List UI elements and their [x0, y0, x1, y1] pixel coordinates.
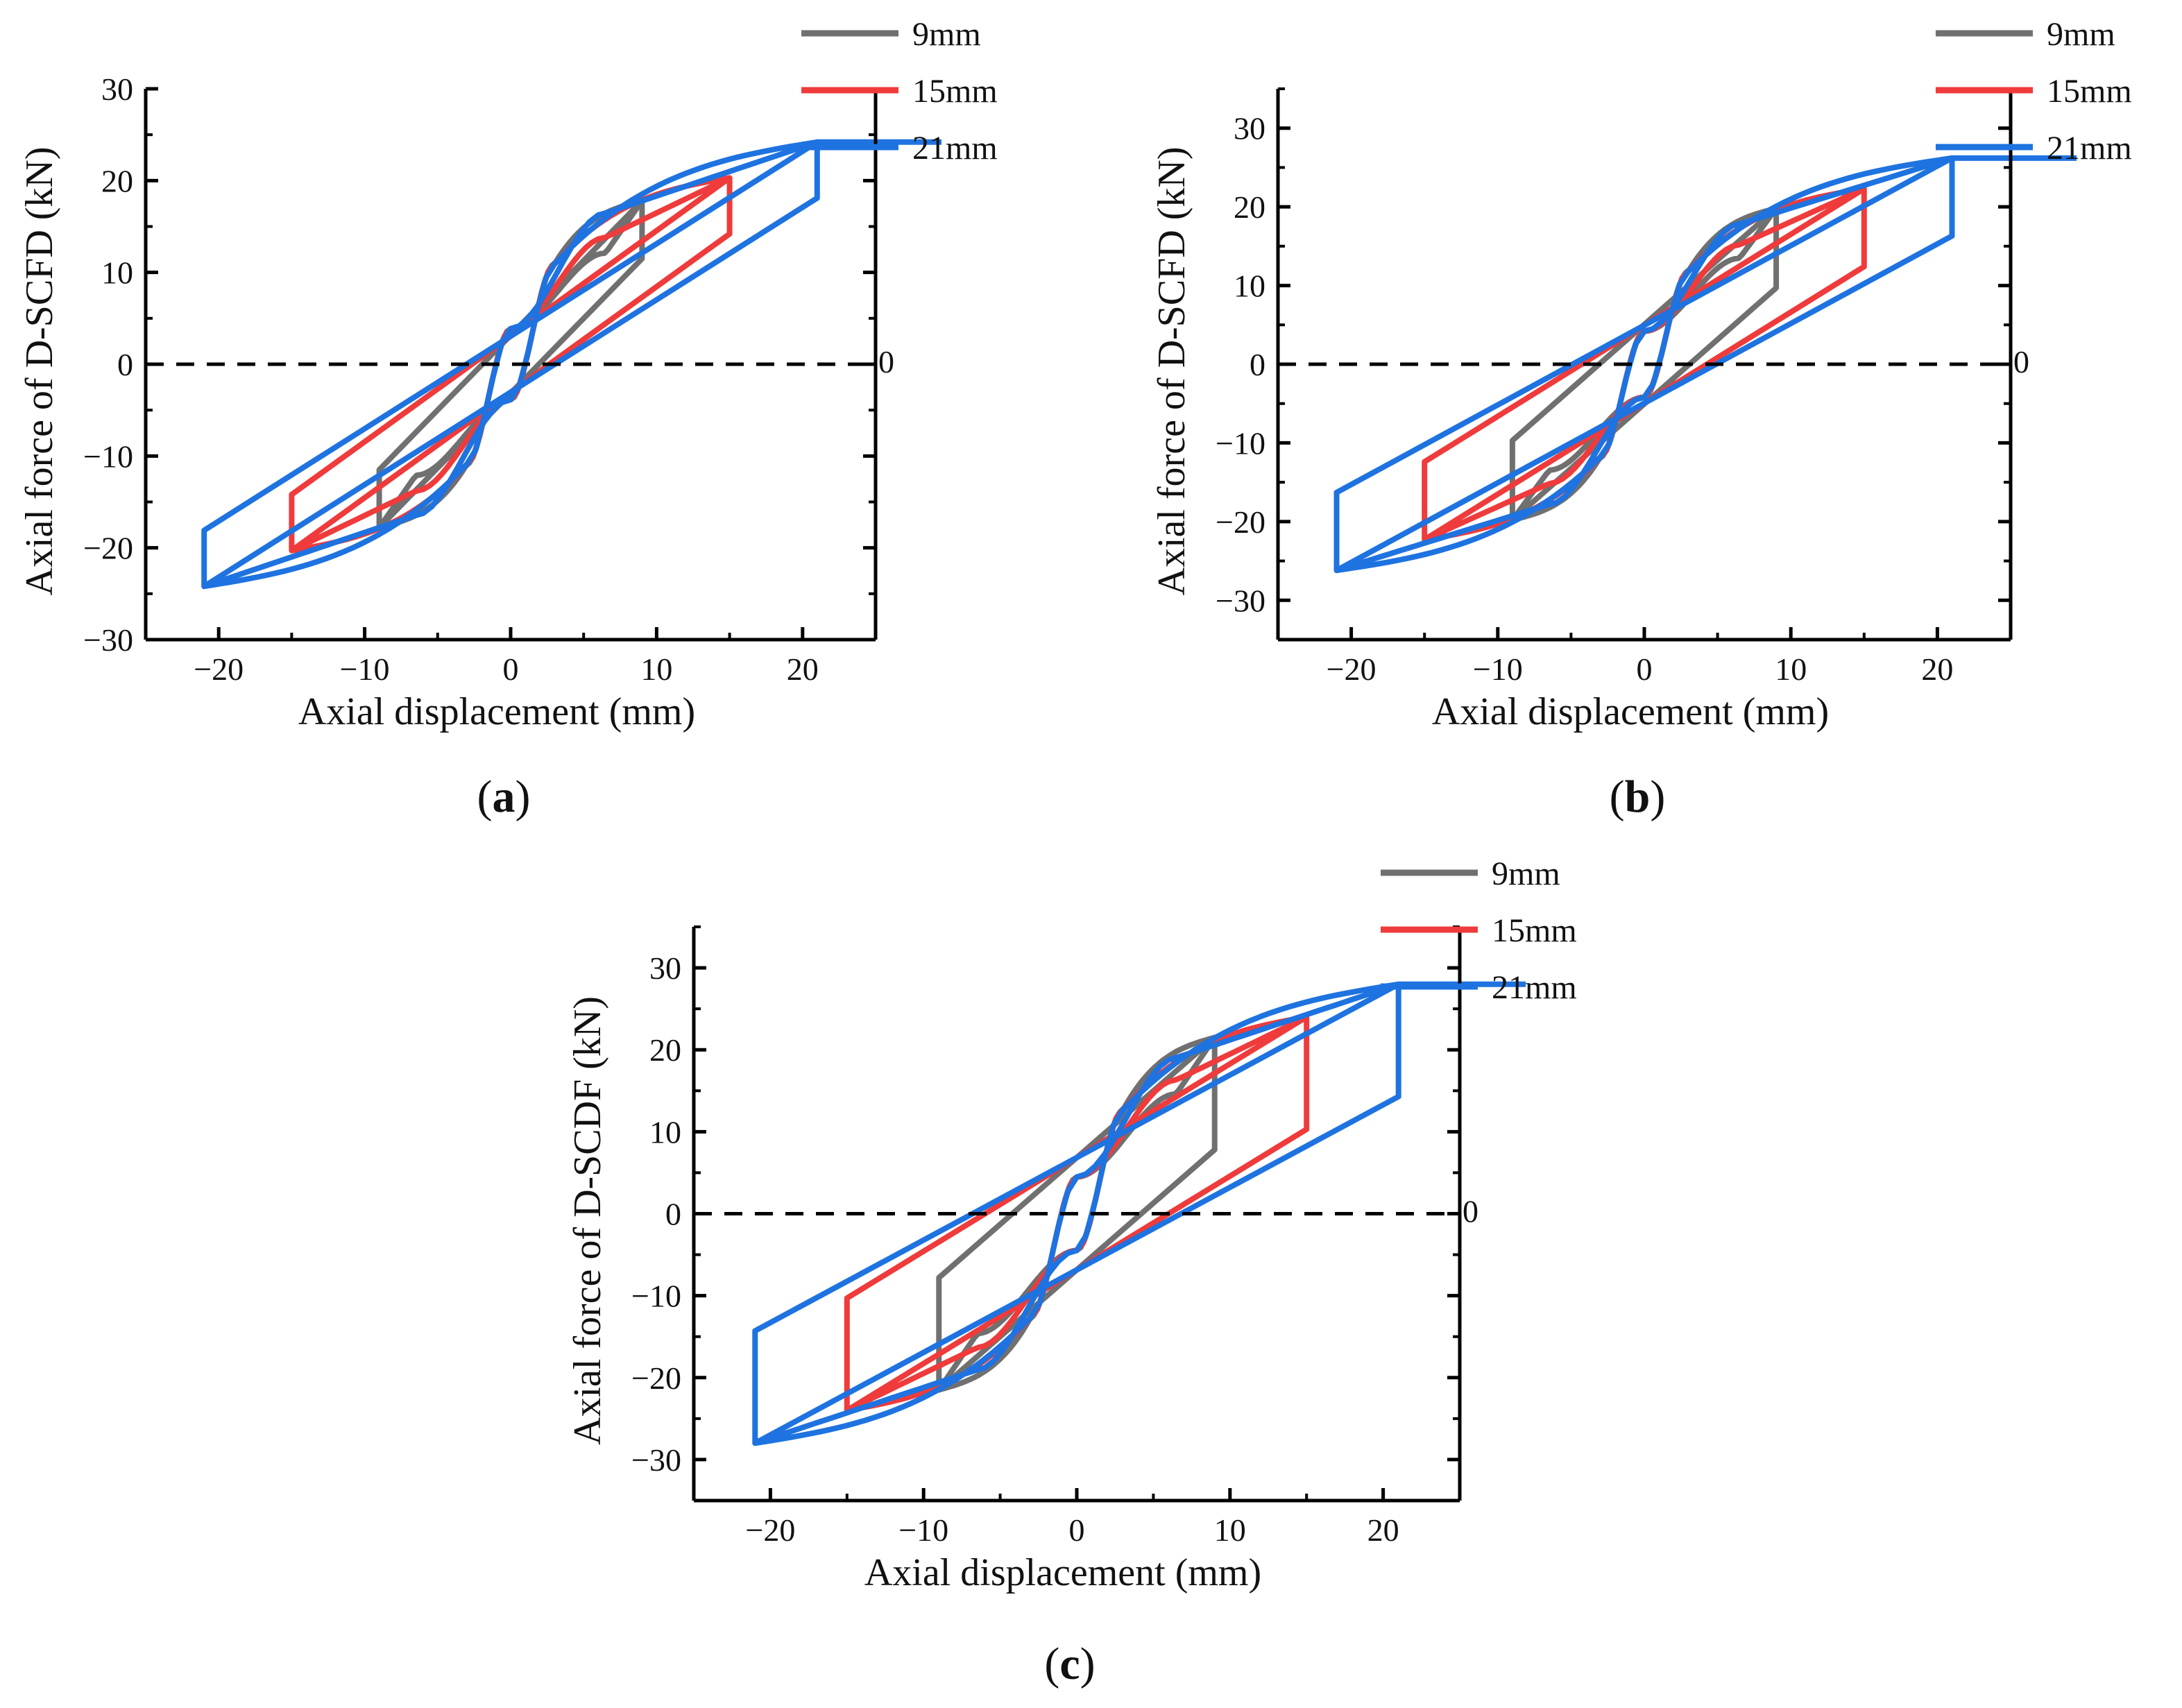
y-tick-label-b-4: 10	[1234, 268, 1265, 304]
series-21mm-loop-a	[201, 139, 820, 590]
x-tick-label-c-4: 20	[1367, 1512, 1399, 1548]
panel-c: 0 −20 −10 0 10 20 −30 −20 −10 0 10 20 30 Axial disp…	[566, 855, 1577, 1689]
caption-close-a: )	[515, 771, 531, 822]
x-tick-label-a-0: −20	[194, 651, 244, 687]
legend-label-15mm-c: 15mm	[1492, 912, 1577, 949]
legend-label-21mm-c: 21mm	[1492, 969, 1577, 1006]
x-tick-label-b-1: −10	[1473, 651, 1523, 687]
y-tick-label-b-0: −30	[1216, 583, 1265, 618]
y-tick-label-c-1: −20	[631, 1360, 681, 1396]
zero-line-label-b: 0	[2013, 344, 2029, 379]
y-tick-label-b-1: −20	[1216, 504, 1265, 540]
y-tick-label-a-3: 0	[117, 347, 133, 382]
y-axis-label-c: Axial force of D-SCDF (kN)	[566, 996, 609, 1445]
legend-label-21mm-a: 21mm	[912, 130, 998, 166]
y-tick-label-a-4: 10	[101, 255, 133, 291]
legend-b: 9mm 15mm 21mm	[1936, 16, 2132, 166]
hysteresis-curves-a	[201, 139, 941, 590]
y-axis-label-b: Axial force of D-SCFD (kN)	[1150, 147, 1193, 596]
legend-label-9mm-c: 9mm	[1492, 855, 1560, 892]
x-tick-label-c-2: 0	[1069, 1512, 1085, 1548]
axes-b: −20 −10 0 10 20 −30 −20 −10 0 10 20 30	[1216, 87, 2013, 687]
y-tick-label-c-3: 0	[665, 1197, 681, 1232]
x-tick-label-c-3: 10	[1214, 1512, 1246, 1548]
y-tick-label-a-2: −10	[83, 438, 133, 474]
x-axis-label-a: Axial displacement (mm)	[298, 690, 695, 733]
caption-close-c: )	[1080, 1639, 1096, 1689]
legend-label-15mm-b: 15mm	[2047, 73, 2132, 110]
x-tick-label-c-1: −10	[898, 1512, 948, 1548]
x-tick-label-b-3: 10	[1775, 651, 1807, 687]
y-tick-label-a-5: 20	[101, 163, 133, 198]
legend-label-21mm-b: 21mm	[2047, 130, 2132, 166]
x-tick-label-b-4: 20	[1921, 651, 1953, 687]
panel-a: 0 −20 −10 0 10 20 −30 −20 −10 0 10 20 30 Axial disp…	[18, 16, 998, 822]
legend-a: 9mm 15mm 21mm	[801, 16, 998, 166]
caption-close-b: )	[1650, 771, 1665, 822]
y-tick-label-b-5: 20	[1234, 189, 1265, 225]
series-21mm-loop-b	[1333, 155, 1955, 574]
caption-c: (c)	[1044, 1639, 1095, 1689]
caption-open-b: (	[1610, 771, 1625, 822]
series-21mm-loop-c	[752, 981, 1401, 1446]
y-tick-label-b-6: 30	[1234, 111, 1265, 146]
x-tick-label-c-0: −20	[745, 1512, 795, 1548]
x-tick-label-a-2: 0	[503, 651, 519, 687]
y-tick-label-c-4: 10	[649, 1114, 681, 1150]
x-tick-label-a-1: −10	[340, 651, 390, 687]
legend-label-15mm-a: 15mm	[912, 73, 998, 110]
legend-label-9mm-b: 9mm	[2047, 16, 2115, 53]
x-tick-label-a-3: 10	[640, 651, 672, 687]
hysteresis-curves-b	[1333, 155, 2077, 574]
panel-b: 0 −20 −10 0 10 20 −30 −20 −10 0 10 20 30 Axial disp…	[1150, 16, 2132, 822]
y-tick-label-c-5: 20	[649, 1032, 681, 1068]
y-axis-label-a: Axial force of D-SCFD (kN)	[18, 147, 61, 596]
y-tick-label-c-0: −30	[631, 1442, 681, 1478]
zero-line-label-a: 0	[878, 344, 894, 379]
caption-b: (b)	[1610, 771, 1666, 822]
y-tick-label-a-1: −20	[83, 531, 133, 566]
x-axis-label-b: Axial displacement (mm)	[1432, 690, 1829, 733]
x-tick-label-b-0: −20	[1327, 651, 1376, 687]
axes-c: −20 −10 0 10 20 −30 −20 −10 0 10 20 30	[631, 925, 1462, 1548]
legend-c: 9mm 15mm 21mm	[1381, 855, 1577, 1006]
legend-label-9mm-a: 9mm	[912, 16, 981, 53]
x-tick-label-a-4: 20	[787, 651, 819, 687]
y-tick-label-b-3: 0	[1250, 347, 1265, 382]
x-tick-label-b-2: 0	[1637, 651, 1653, 687]
y-tick-label-b-2: −10	[1216, 425, 1265, 461]
caption-letter-b: b	[1625, 771, 1651, 822]
caption-open-a: (	[477, 771, 493, 822]
axes-a: −20 −10 0 10 20 −30 −20 −10 0 10 20 30	[83, 71, 878, 687]
y-tick-label-c-6: 30	[649, 950, 681, 986]
y-tick-label-c-2: −10	[631, 1279, 681, 1314]
caption-open-c: (	[1044, 1639, 1059, 1689]
y-tick-label-a-0: −30	[83, 622, 133, 658]
x-axis-label-c: Axial displacement (mm)	[864, 1551, 1261, 1594]
zero-line-label-c: 0	[1463, 1194, 1478, 1229]
caption-letter-c: c	[1059, 1639, 1080, 1689]
caption-a: (a)	[477, 771, 531, 822]
y-tick-label-a-6: 30	[101, 71, 133, 107]
caption-letter-a: a	[493, 771, 515, 822]
